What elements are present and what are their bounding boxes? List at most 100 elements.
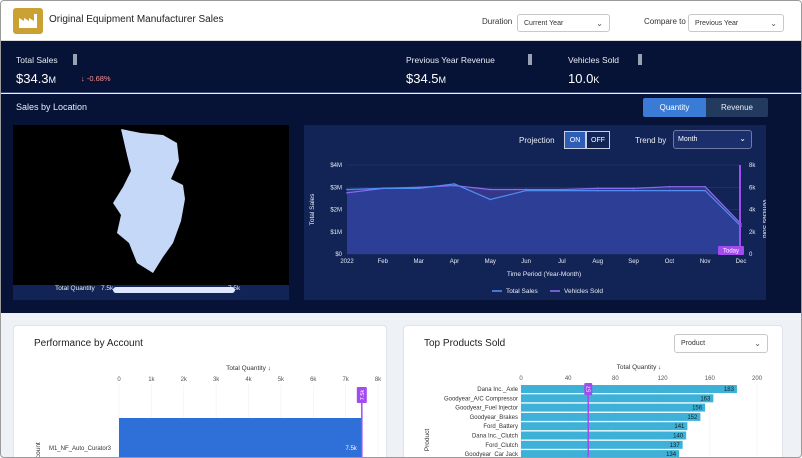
data-point xyxy=(525,188,527,191)
trend-chart[interactable]: $0 $1M $2M $3M $4M 0 2k 4k 6k 8k Today 2022 Feb Mar Ap… xyxy=(304,155,766,300)
bar-value-label: 156 xyxy=(692,406,703,412)
quantity-range-slider[interactable] xyxy=(113,287,235,293)
compare-select[interactable]: Previous Year ⌄ xyxy=(688,14,784,32)
vehicles-number: 10.0 xyxy=(568,71,594,86)
trend-chart-panel: Projection ON OFF Trend by Month ⌄ $0 $1M… xyxy=(304,125,766,300)
data-point xyxy=(346,188,348,191)
x-tick-label: 2022 xyxy=(340,259,354,265)
tab-revenue[interactable]: Revenue xyxy=(706,98,768,117)
data-point xyxy=(489,188,492,191)
x-tick-label: 120 xyxy=(658,376,669,382)
performance-by-account-card: Performance by Account Total Quantity ↓ 0… xyxy=(13,325,388,458)
card-title: Performance by Account xyxy=(34,338,143,349)
total-sales-title: Total Sales xyxy=(16,55,58,65)
x-tick-label: Apr xyxy=(450,259,459,265)
location-map[interactable]: Total Quantity 7.5k 7.5k xyxy=(13,125,289,300)
duration-select[interactable]: Current Year ⌄ xyxy=(517,14,610,32)
y-tick-label: Dana Inc._Clutch xyxy=(472,434,518,440)
series-line-vehicles-sold xyxy=(346,184,742,225)
y-tick-label: $2M xyxy=(330,208,342,214)
y-tick-label: $4M xyxy=(330,163,342,169)
total-sales-number: $34.3 xyxy=(16,71,49,86)
x-tick-label: Dec xyxy=(736,259,747,265)
y2-tick-label: 2k xyxy=(749,230,756,236)
y-tick-label: Ford_Battery xyxy=(483,424,518,430)
data-point xyxy=(489,198,492,201)
total-sales-suffix: M xyxy=(48,75,57,85)
x-axis-title: Time Period (Year-Month) xyxy=(507,271,581,278)
y2-tick-label: 6k xyxy=(749,185,756,191)
legend-label: Vehicles Sold xyxy=(564,288,603,295)
total-sales-value: $34.3M xyxy=(16,71,56,86)
y2-tick-label: 8k xyxy=(749,163,756,169)
data-point xyxy=(596,189,599,192)
x-tick-label: 40 xyxy=(565,376,572,382)
vehicles-suffix: K xyxy=(593,75,600,85)
projection-label: Projection xyxy=(519,136,555,145)
kpi-band: Total Sales $34.3M ↓ -0.68% $24M$5.7M Ac… xyxy=(1,41,801,121)
projection-on-toggle[interactable]: ON xyxy=(564,131,586,149)
y-tick-label: Ford_Clutch xyxy=(485,443,518,449)
x-tick-label: 4k xyxy=(245,377,252,383)
data-point xyxy=(704,189,706,192)
bar-value-label: 7.5k xyxy=(345,446,357,452)
x-tick-label: Jun xyxy=(521,259,531,265)
trend-by-label: Trend by xyxy=(635,136,667,145)
product-bar-chart[interactable]: Total Quantity ↓ 0 40 80 120 160 200 183 Dana In… xyxy=(404,360,784,458)
y-tick-label: M1_NF_Auto_Curator3 xyxy=(49,446,112,452)
y2-tick-label: 0 xyxy=(749,252,753,258)
threshold-label: 7.5k xyxy=(360,390,366,401)
tab-quantity[interactable]: Quantity xyxy=(643,98,706,117)
data-point xyxy=(632,187,635,190)
prev-revenue-suffix: M xyxy=(438,75,447,85)
app-title: Original Equipment Manufacturer Sales xyxy=(49,14,224,25)
legend-label: Total Sales xyxy=(506,288,539,295)
x-tick-label: 2k xyxy=(181,377,188,383)
compare-value: Previous Year xyxy=(695,20,739,27)
x-tick-label: Jul xyxy=(558,259,566,265)
data-point xyxy=(632,189,635,192)
x-tick-label: 160 xyxy=(705,376,716,382)
bar-value-label: 140 xyxy=(673,434,684,440)
y-tick-label: Dana Inc._Axle xyxy=(477,387,518,393)
threshold-badge xyxy=(356,387,367,403)
account-bar-chart[interactable]: Total Quantity ↓ 0 1k 2k 3k 4k 5k 6k 7k 8k 7.5k M1_… xyxy=(14,356,388,458)
y2-axis-title: Vehicles Sold xyxy=(761,199,766,238)
bar xyxy=(521,440,683,449)
prev-revenue-number: $34.5 xyxy=(406,71,439,86)
data-point xyxy=(668,185,671,188)
data-point xyxy=(417,187,420,190)
prev-revenue-value: $34.5M xyxy=(406,71,446,86)
trend-by-select[interactable]: Month ⌄ xyxy=(673,130,752,149)
kpi-marker xyxy=(638,54,642,65)
bar-value-label: 141 xyxy=(674,424,685,430)
map-svg xyxy=(13,125,289,285)
vehicles-value: 10.0K xyxy=(568,71,599,86)
x-tick-label: Sep xyxy=(628,259,639,265)
x-tick-label: 5k xyxy=(278,377,285,383)
projection-off-toggle[interactable]: OFF xyxy=(586,131,610,149)
kpi-marker xyxy=(73,54,77,65)
bar xyxy=(521,412,701,421)
x-tick-label: 3k xyxy=(213,377,220,383)
x-tick-label: 0 xyxy=(519,376,523,382)
factory-icon xyxy=(13,8,43,34)
x-tick-label: Aug xyxy=(592,259,603,265)
series-line-total-sales xyxy=(346,183,742,227)
total-sales-delta: ↓ -0.68% xyxy=(81,74,111,83)
vehicles-title: Vehicles Sold xyxy=(568,55,620,65)
slider-max: 7.5k xyxy=(228,285,241,292)
product-select[interactable]: Product ⌄ xyxy=(674,334,768,353)
card-title: Top Products Sold xyxy=(424,338,506,349)
data-point xyxy=(704,185,706,188)
data-point xyxy=(417,186,420,189)
product-select-value: Product xyxy=(681,340,706,347)
today-badge xyxy=(718,246,744,255)
bar xyxy=(119,418,362,457)
chevron-down-icon: ⌄ xyxy=(754,339,761,348)
state-shape[interactable] xyxy=(113,129,185,273)
bar-value-label: 152 xyxy=(687,415,698,421)
top-products-card: Top Products Sold Product ⌄ Total Quanti… xyxy=(403,325,784,458)
sales-by-location-section: Sales by Location Quantity Revenue Total… xyxy=(1,94,801,313)
data-point xyxy=(382,187,384,190)
